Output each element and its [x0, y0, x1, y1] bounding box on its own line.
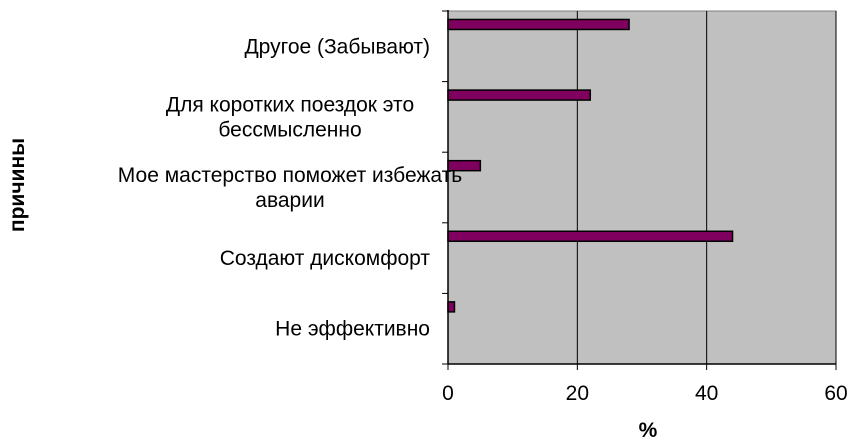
- category-labels: Другое (Забывают) Для коротких поездок эт…: [118, 35, 462, 340]
- bar: [447, 230, 734, 243]
- category-label: Другое (Забывают): [244, 35, 430, 58]
- category-label: Не эффективно: [275, 318, 430, 341]
- bar: [447, 18, 630, 31]
- category-label: Создают дискомфорт: [220, 247, 431, 270]
- tick-labels: 0 20 40 60: [442, 382, 848, 405]
- x-tick-label: 0: [442, 382, 454, 405]
- plot-area: [447, 10, 837, 365]
- bar: [447, 89, 592, 101]
- bar: [447, 301, 456, 313]
- x-tick-label: 20: [566, 382, 589, 405]
- x-tick-label: 40: [695, 382, 718, 405]
- x-axis-title: %: [639, 419, 658, 442]
- category-label: Мое мастерство поможет избежать аварии: [118, 164, 462, 212]
- y-axis-title: причины: [6, 138, 29, 232]
- axes: [442, 10, 837, 370]
- gridlines: [576, 11, 837, 364]
- x-tick-label: 60: [824, 382, 847, 405]
- category-label: Для коротких поездок это бессмысленно: [166, 93, 414, 141]
